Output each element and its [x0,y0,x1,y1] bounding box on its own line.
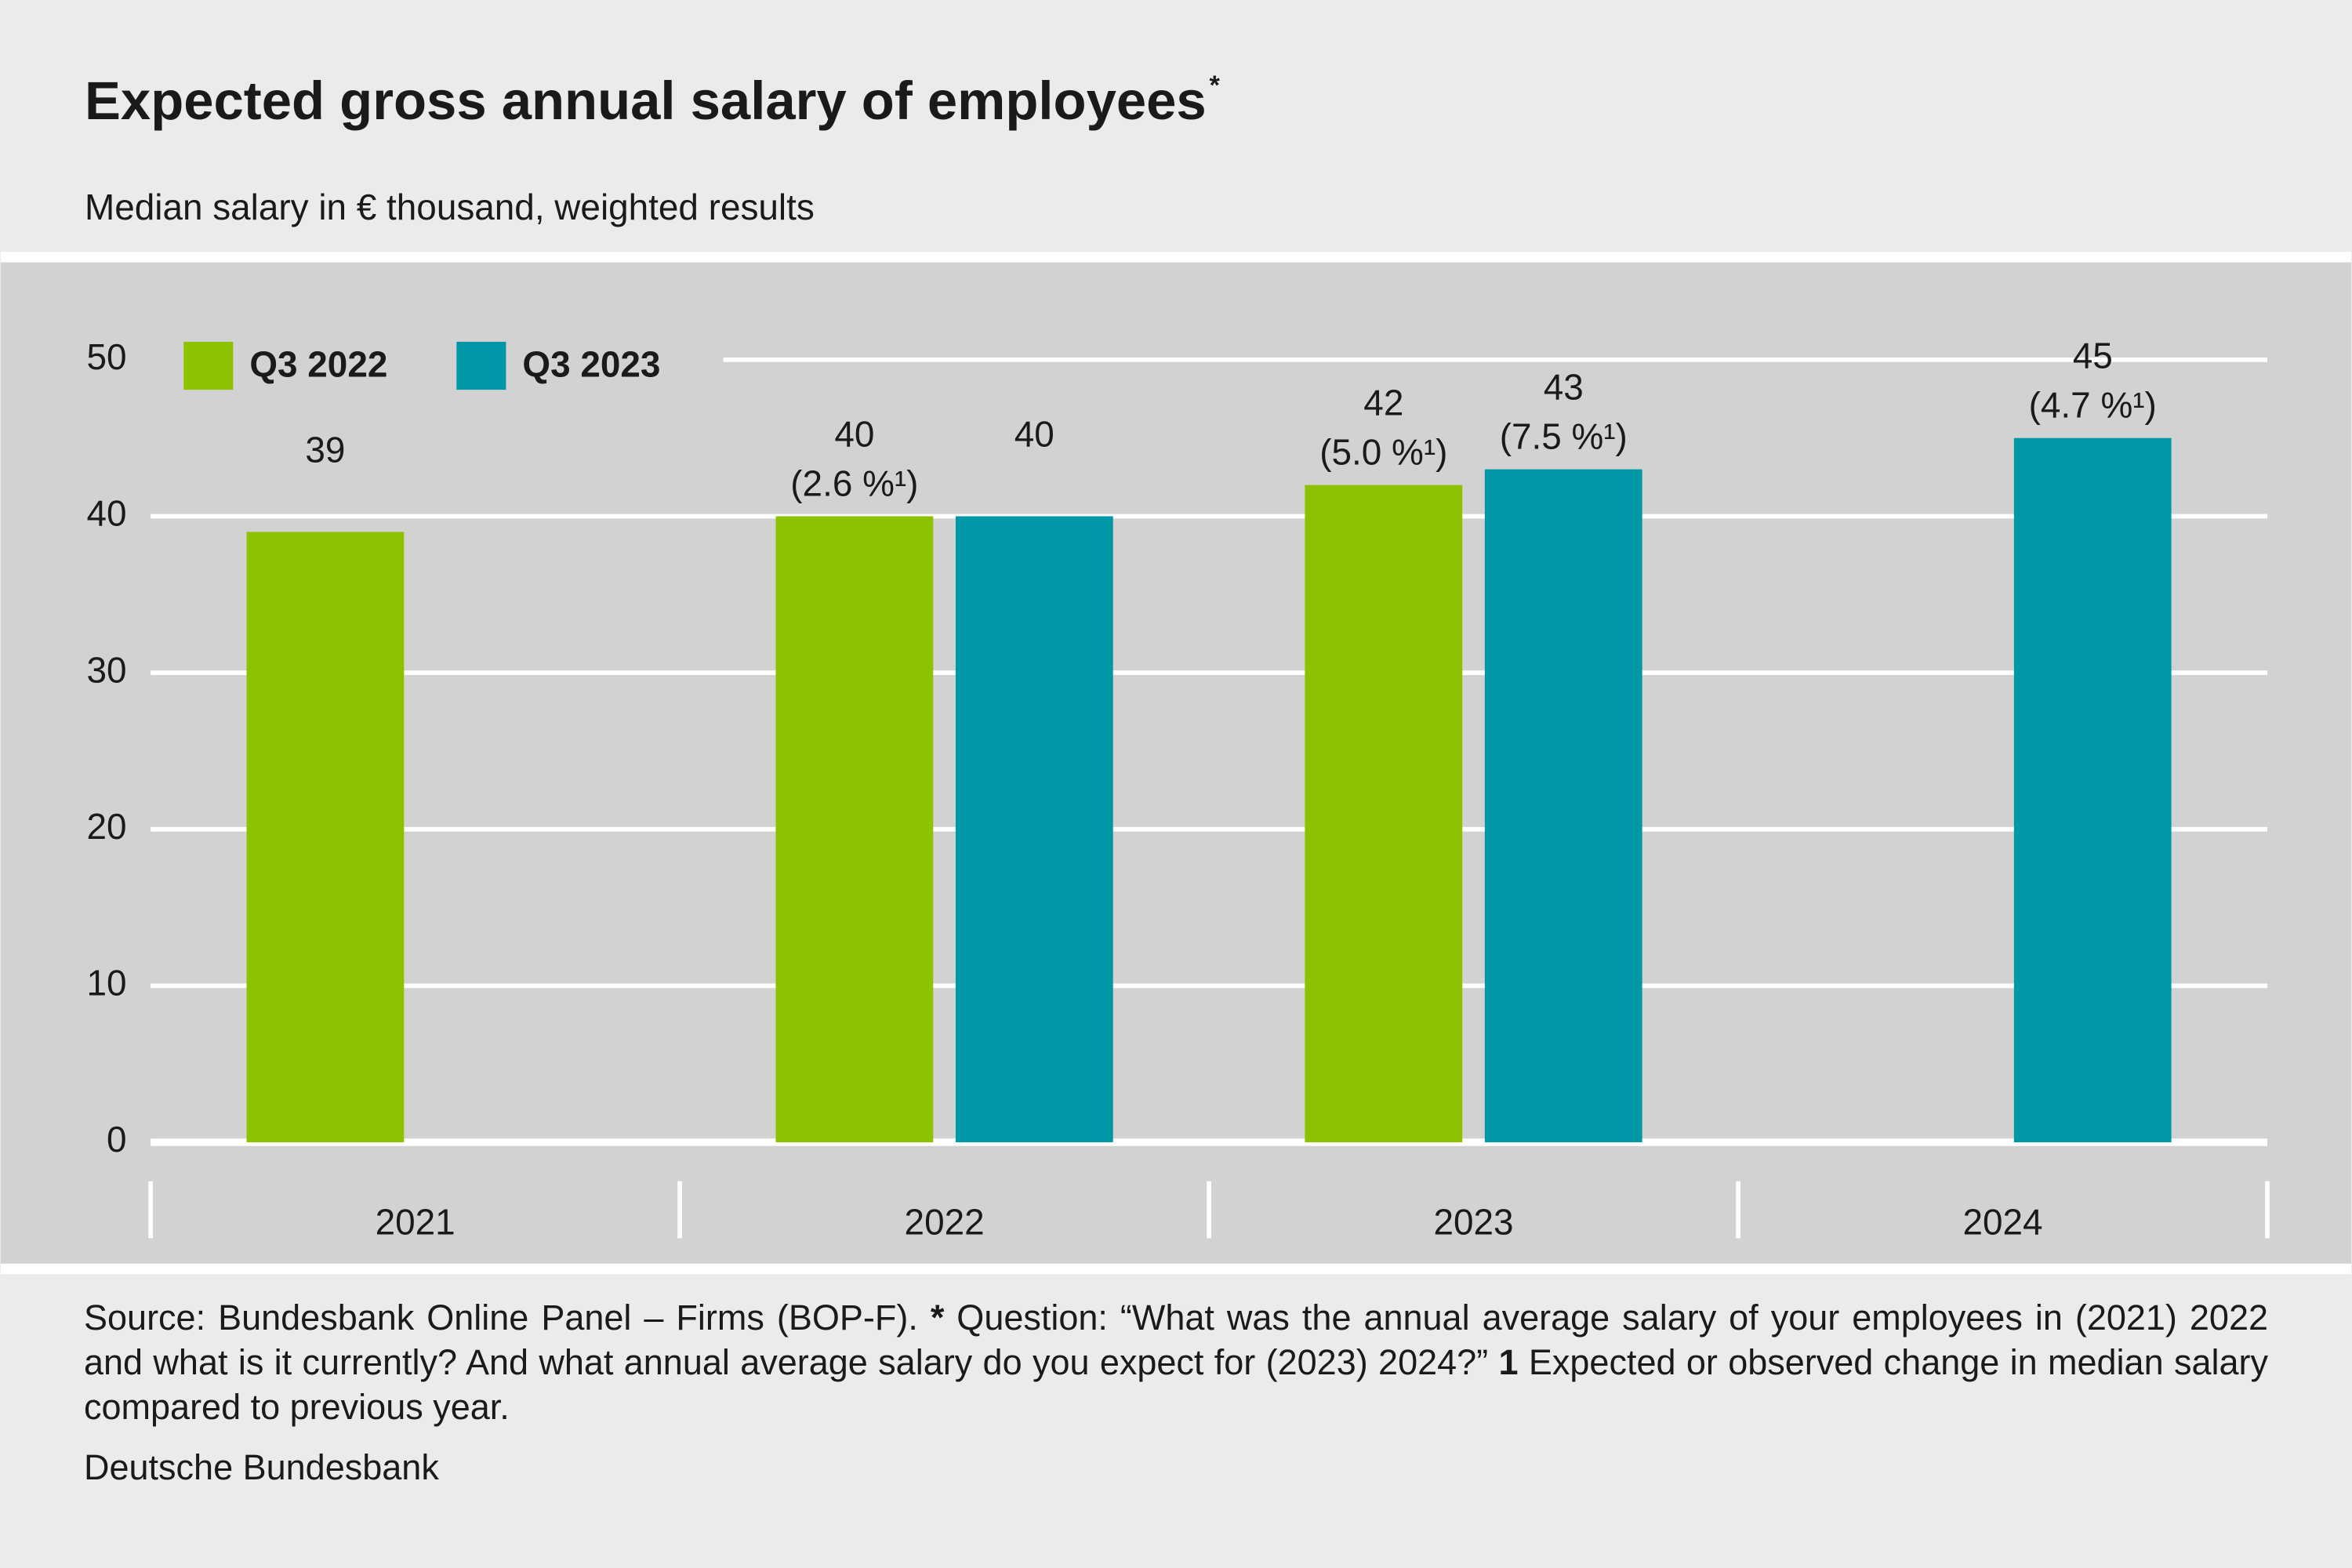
value-label: 40 [1014,413,1054,454]
value-label: 39 [305,429,345,470]
x-tick-label: 2022 [905,1201,985,1242]
x-tick-label: 2021 [376,1201,456,1242]
divider [0,252,2352,263]
chart-title: Expected gross annual salary of employee… [85,71,1207,131]
y-tick-label: 20 [87,806,127,847]
bar [955,516,1113,1142]
footnote-text: Question: “What was the annual average s… [84,1298,2268,1382]
footnote-text: Source: Bundesbank Online Panel – Firms … [84,1298,931,1338]
footnote: Source: Bundesbank Online Panel – Firms … [84,1295,2268,1429]
footnote-mark: * [930,1298,945,1338]
x-tick-label: 2023 [1434,1201,1514,1242]
footnote-text: Expected or observed change in median sa… [84,1342,2268,1427]
bar [2013,437,2172,1142]
divider [0,1263,2352,1275]
change-label: (4.7 %¹) [2029,385,2157,426]
y-tick-label: 10 [87,962,127,1003]
chart-subtitle: Median salary in € thousand, weighted re… [85,187,815,227]
legend-swatch [456,341,506,390]
y-tick-label: 40 [87,493,127,534]
y-tick-label: 0 [107,1119,127,1160]
legend-swatch [183,341,234,390]
x-tick-label: 2024 [1962,1201,2042,1242]
value-label: 43 [1544,366,1584,407]
value-label: 45 [2073,335,2113,376]
title-mark: * [1210,71,1221,100]
legend-label: Q3 2023 [522,344,660,385]
credit: Deutsche Bundesbank [84,1447,439,1487]
y-tick-label: 50 [87,336,127,377]
legend-background [151,332,724,399]
y-tick-label: 30 [87,649,127,690]
bar [246,532,405,1142]
bar [775,516,934,1142]
change-label: (2.6 %¹) [790,463,918,503]
bar [1484,469,1642,1142]
value-label: 40 [834,413,874,454]
value-label: 42 [1363,382,1403,423]
change-label: (7.5 %¹) [1500,416,1628,457]
bar [1305,485,1463,1142]
change-label: (5.0 %¹) [1319,431,1447,472]
legend-label: Q3 2022 [249,344,387,385]
footnote-mark: 1 [1498,1342,1519,1382]
